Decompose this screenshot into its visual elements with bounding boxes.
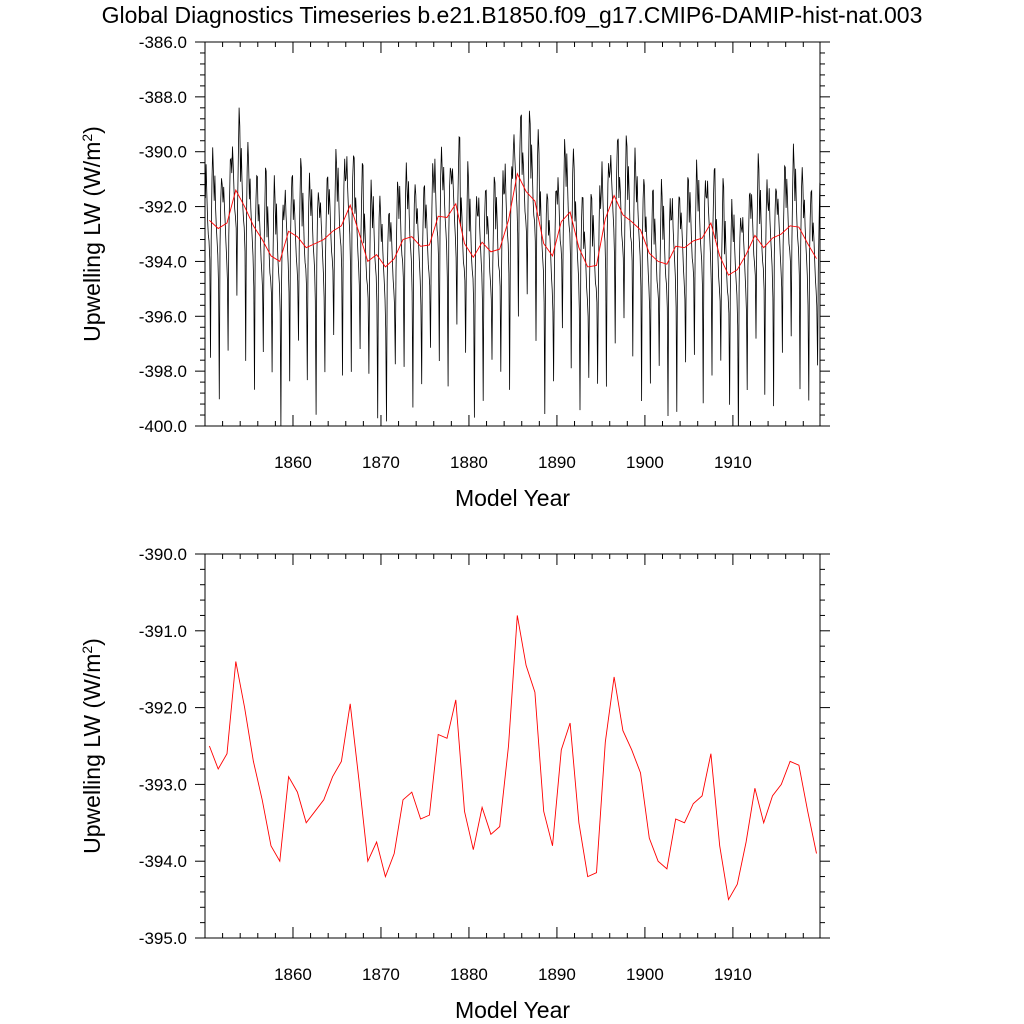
- y-tick-label: -392.0: [139, 198, 187, 217]
- y-axis-title: Upwelling LW (W/m2): [79, 638, 105, 854]
- panel-1: 1860 1870 1880 1890 1900 1910 -400.0 -398.0 -396…: [79, 33, 830, 511]
- x-tick-label: 1870: [362, 965, 400, 984]
- plot-frame: [204, 553, 821, 939]
- x-tick-label: 1890: [538, 965, 576, 984]
- x-tick-label: 1860: [274, 453, 312, 472]
- x-axis-title: Model Year: [455, 997, 570, 1023]
- x-tick-label: 1900: [626, 965, 664, 984]
- x-tick-label: 1910: [714, 965, 752, 984]
- x-axis-title: Model Year: [455, 485, 570, 511]
- x-tick-label: 1880: [450, 453, 488, 472]
- y-tick-label: -390.0: [139, 143, 187, 162]
- x-tick-label: 1870: [362, 453, 400, 472]
- x-tick-label: 1910: [714, 453, 752, 472]
- y-tick-label: -394.0: [139, 852, 187, 871]
- y-axis-title: Upwelling LW (W/m2): [79, 126, 105, 342]
- x-tick-label: 1880: [450, 965, 488, 984]
- y-tick-label: -400.0: [139, 417, 187, 436]
- y-tick-label: -386.0: [139, 33, 187, 52]
- y-tick-label: -391.0: [139, 622, 187, 641]
- y-tick-label: -395.0: [139, 929, 187, 948]
- y-tick-label: -392.0: [139, 699, 187, 718]
- panel-2: 1860 1870 1880 1890 1900 1910 -395.0 -394.0 -393…: [79, 545, 830, 1023]
- y-tick-label: -398.0: [139, 362, 187, 381]
- x-tick-label: 1890: [538, 453, 576, 472]
- series-line-annual: [209, 172, 817, 276]
- y-tick-label: -394.0: [139, 252, 187, 271]
- chart-title: Global Diagnostics Timeseries b.e21.B185…: [101, 2, 923, 28]
- y-tick-label: -396.0: [139, 307, 187, 326]
- plot-frame: [204, 41, 821, 427]
- series-line-annual: [208, 615, 817, 901]
- y-tick-label: -390.0: [139, 545, 187, 564]
- y-tick-label: -388.0: [139, 88, 187, 107]
- y-tick-label: -393.0: [139, 775, 187, 794]
- series-line-monthly: [205, 107, 820, 426]
- x-tick-label: 1860: [274, 965, 312, 984]
- x-tick-label: 1900: [626, 453, 664, 472]
